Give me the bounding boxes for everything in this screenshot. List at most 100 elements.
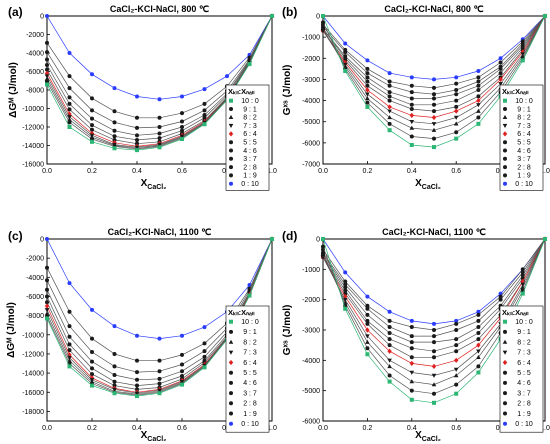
data-point <box>387 364 392 369</box>
data-point <box>454 349 459 354</box>
data-point <box>365 92 370 97</box>
plot-frame <box>322 15 546 165</box>
data-point <box>135 387 139 392</box>
data-point <box>135 137 139 142</box>
y-axis-label: Gˣˢ (J/mol) <box>282 305 293 356</box>
legend-label: 5 : 5 <box>243 370 257 377</box>
x-tick-label: 0.0 <box>42 425 52 432</box>
legend-marker <box>503 181 507 186</box>
legend-marker <box>228 123 234 128</box>
data-point <box>157 145 162 150</box>
data-point <box>365 87 370 93</box>
x-tick-label: 0.6 <box>451 425 461 432</box>
legend-label: 0 : 10 <box>515 421 533 428</box>
y-tick-label: -10000 <box>22 332 44 339</box>
y-tick-label: -2000 <box>26 256 44 263</box>
data-point <box>112 120 117 125</box>
data-point <box>67 324 72 329</box>
y-tick-label: -2000 <box>302 297 320 304</box>
legend-marker <box>228 131 234 137</box>
data-point <box>67 74 72 79</box>
data-point <box>387 83 392 88</box>
data-point <box>365 104 370 109</box>
data-point <box>365 71 370 76</box>
data-point <box>365 79 370 84</box>
y-tick-label: -16000 <box>22 162 44 169</box>
legend-marker <box>503 98 507 103</box>
legend-label: 8 : 2 <box>243 115 257 122</box>
data-point <box>67 107 72 112</box>
data-point <box>432 400 436 405</box>
x-tick-label: 0.4 <box>132 168 142 175</box>
data-point <box>476 370 481 375</box>
data-point <box>454 136 459 141</box>
data-point <box>387 337 392 342</box>
data-point <box>202 341 207 346</box>
legend-marker <box>229 391 233 396</box>
data-point <box>409 125 415 130</box>
data-point <box>365 346 370 351</box>
x-axis-label-main: X <box>415 178 422 189</box>
data-point <box>476 331 481 336</box>
data-point <box>90 307 94 312</box>
data-point <box>387 98 392 103</box>
x-tick-label: 0.0 <box>318 425 328 432</box>
y-tick-label: -14000 <box>22 143 44 150</box>
x-tick-label: 0.2 <box>87 168 97 175</box>
data-point <box>45 316 49 321</box>
legend: Xₖₗₗ:Xₙₐₗₗ 10 : 09 : 1 8 : 27 : 36 : 4 5 : … <box>225 84 270 191</box>
data-point <box>90 96 94 101</box>
data-point <box>135 141 139 146</box>
data-point <box>454 88 459 92</box>
data-point <box>112 364 117 369</box>
data-point <box>343 68 348 73</box>
data-point <box>432 391 436 396</box>
y-tick-label: -14000 <box>22 371 44 378</box>
panel-title: CaCl₂-KCl-NaCl, 800 ℃ <box>110 4 209 14</box>
data-point <box>157 381 162 386</box>
legend-header: Xₖₗₗ:Xₙₐₗₗ <box>502 308 529 317</box>
data-point <box>90 108 94 113</box>
y-axis-label: ΔGᴹ (J/mol) <box>6 302 17 358</box>
y-tick-label: -6000 <box>302 419 320 426</box>
data-point <box>387 343 392 348</box>
data-point <box>409 83 414 88</box>
x-tick-label: 0.6 <box>177 168 187 175</box>
data-point <box>498 60 503 65</box>
legend-label: 8 : 2 <box>517 115 531 122</box>
x-tick-label: 0.4 <box>132 425 142 432</box>
data-point <box>432 109 436 114</box>
data-point <box>45 300 49 305</box>
data-point <box>320 251 326 256</box>
data-point <box>431 373 437 378</box>
data-point <box>67 342 72 347</box>
y-tick-label: -8000 <box>26 313 44 320</box>
legend-label: 9 : 1 <box>243 329 257 336</box>
data-point <box>270 237 274 241</box>
x-tick-label: 0.4 <box>407 425 417 432</box>
legend-label: 8 : 2 <box>517 339 531 346</box>
data-point <box>112 86 117 91</box>
data-point <box>135 148 139 153</box>
data-point <box>157 369 162 374</box>
data-point <box>476 97 481 104</box>
data-point <box>476 79 481 84</box>
panel-title: CaCl₂-KCl-NaCl, 1100 ℃ <box>382 227 486 237</box>
data-point <box>45 265 49 270</box>
data-point <box>432 355 436 360</box>
data-point <box>45 82 49 87</box>
y-tick-label: -6000 <box>26 69 44 76</box>
data-point <box>454 130 459 135</box>
data-point <box>67 101 72 106</box>
data-point <box>45 294 49 299</box>
y-tick-label: 0 <box>316 237 320 244</box>
x-tick-label: 1.0 <box>540 425 550 432</box>
data-point <box>67 364 72 369</box>
data-point <box>454 328 459 332</box>
data-point <box>67 309 72 314</box>
data-point <box>90 336 94 341</box>
y-tick-label: -5000 <box>302 119 320 126</box>
data-point <box>67 348 72 353</box>
data-point <box>44 76 50 81</box>
data-point <box>520 291 525 296</box>
